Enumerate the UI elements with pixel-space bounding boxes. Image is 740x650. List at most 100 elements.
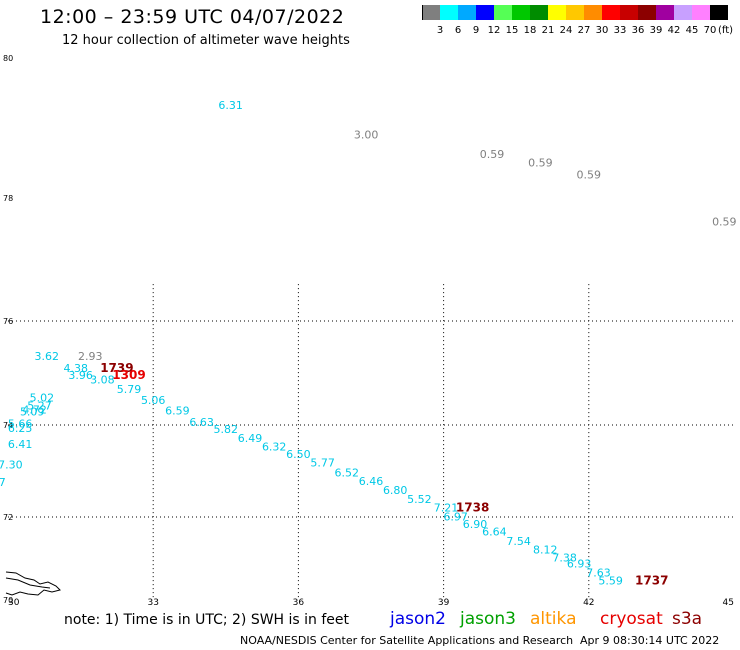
color-legend-swatch [602,5,620,20]
wave-height-label: 6.52 [335,467,360,480]
wave-height-label: 1737 [635,574,668,588]
wave-height-label: 8.12 [533,544,558,557]
wave-height-label: 1309 [112,368,145,382]
generation-timestamp: Apr 9 08:30:14 UTC 2022 [580,634,720,647]
wave-height-label: 0.59 [712,216,737,229]
lat-tick-label: 78 [3,194,13,203]
wave-height-label: 7.21 [434,501,459,514]
wave-height-label: 5.27 [27,399,52,412]
lon-tick-label: 36 [293,598,305,606]
color-legend-swatch [512,5,530,20]
satellite-legend-jason2: jason2 [390,609,446,629]
color-legend-label: 30 [595,25,609,36]
wave-height-label: 6.63 [189,416,214,429]
footer-note: note: 1) Time is in UTC; 2) SWH is in fe… [64,612,350,628]
wave-height-label: 3.08 [90,373,115,386]
wave-height-label: 5.77 [310,456,335,469]
wave-height-label: 6.32 [262,440,287,453]
lon-tick-label: 33 [147,598,158,606]
wave-height-label: 3.00 [354,129,379,142]
wave-height-label: 7.54 [506,535,531,548]
satellite-legend-s3a: s3a [672,609,703,629]
wave-height-label: 5.82 [214,423,239,436]
lon-tick-label: 45 [723,598,734,606]
wave-height-label: 7.57 [0,476,6,489]
wave-height-label: 7.38 [552,551,577,564]
wave-height-label: 6.25 [8,422,33,435]
wave-height-label: 6.93 [567,558,592,571]
map-subtitle: 12 hour collection of altimeter wave hei… [62,33,350,48]
wave-height-label: 6.50 [286,448,311,461]
color-legend-label: 15 [505,25,519,36]
color-legend-label: 3 [436,25,444,36]
wave-height-label: 5.02 [30,392,55,405]
wave-height-label: 3.62 [34,350,59,363]
wave-height-label: 1738 [456,500,489,514]
satellite-legend-jason3: jason3 [460,609,516,629]
color-legend-swatch [692,5,710,20]
wave-height-label: 4.38 [64,362,89,375]
color-legend-unit: (ft) [718,25,734,36]
color-legend-swatch [638,5,656,20]
wave-height-label: 5.79 [117,383,142,396]
axis-tick-labels: 30 33 36 39 42 45 80 78 76 74 72 70 [3,54,734,606]
wave-height-label: 3.96 [68,369,93,382]
lon-tick-label: 42 [583,598,594,606]
wave-height-label: 0.59 [577,168,602,181]
color-legend-swatch [674,5,692,20]
wave-height-label: 1739 [100,361,133,375]
wave-height-label: 7.63 [586,566,611,579]
color-legend-label: 42 [667,25,681,36]
lat-tick-label: 74 [3,421,13,430]
wave-height-label: 6.41 [8,438,33,451]
wave-height-label: 6.31 [218,99,243,112]
coastline [5,571,61,596]
color-legend-label: 39 [649,25,663,36]
color-legend-swatch [548,5,566,20]
wave-height-label: 6.64 [482,526,507,539]
color-legend-swatch [566,5,584,20]
lon-tick-label: 39 [438,598,450,606]
lat-tick-label: 72 [3,513,13,522]
wave-height-label: 7.30 [0,459,23,472]
wave-height-label: 6.49 [238,432,263,445]
map-title: 12:00 – 23:59 UTC 04/07/2022 [40,6,345,28]
color-legend-label: 6 [454,25,462,36]
wave-height-label: 6.97 [443,510,468,523]
wave-height-label: 0.59 [528,157,553,170]
color-legend-swatch [710,5,728,20]
color-legend-label: 12 [487,25,501,36]
wave-height-label: 5.66 [8,417,33,430]
color-legend-swatch [530,5,548,20]
color-legend-label: 70 [703,25,717,36]
wave-height-labels: 6.31 3.00 0.59 0.59 0.59 0.59 3.62 2.934.38 1739… [0,99,737,588]
credit-line: NOAA/NESDIS Center for Satellite Applica… [240,634,574,647]
altimeter-map: 30 33 36 39 42 45 80 78 76 74 72 70 6.31 3.00 0.59 0.5… [0,54,737,606]
lat-tick-label: 70 [3,596,13,605]
wave-height-label: 5.59 [598,575,623,588]
satellite-legend-cryosat: cryosat [600,609,663,629]
wave-height-label: 0.59 [480,148,505,161]
wave-height-label: 6.59 [165,405,190,418]
satellite-legend-altika: altika [530,609,577,629]
lat-tick-label: 76 [3,317,13,326]
wave-height-label: 2.93 [78,350,103,363]
color-legend-label: 36 [631,25,645,36]
color-legend-swatch [494,5,512,20]
wave-height-label: 6.90 [463,518,488,531]
color-legend-label: 18 [523,25,537,36]
lat-tick-label: 80 [3,54,13,63]
color-legend-swatch [584,5,602,20]
color-legend-swatch [440,5,458,20]
color-legend-swatch [656,5,674,20]
color-legend-label: 45 [685,25,699,36]
color-legend-label: 21 [541,25,555,36]
wave-height-label: 5.06 [141,394,166,407]
color-legend-swatch [620,5,638,20]
color-legend-label: 33 [613,25,627,36]
wave-height-label: 5.09 [20,406,45,419]
wave-height-label: 6.46 [359,475,384,488]
color-legend-label: 9 [472,25,480,36]
color-legend-label: 27 [577,25,591,36]
color-legend-swatch [422,5,440,20]
